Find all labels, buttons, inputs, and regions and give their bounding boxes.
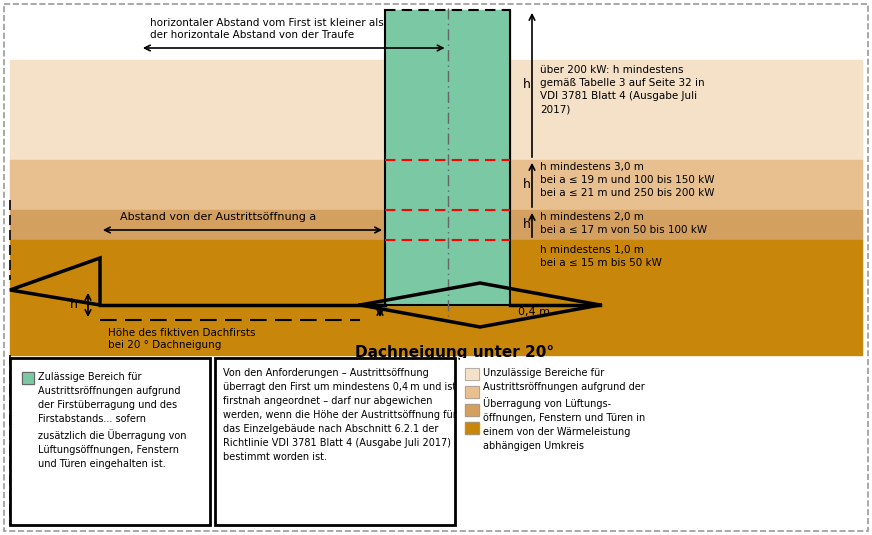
Bar [385, 10, 510, 305]
Bar [465, 404, 479, 416]
Bar [465, 422, 479, 434]
Bar [10, 240, 862, 355]
Bar [215, 358, 455, 525]
Text: h: h [523, 179, 531, 192]
Text: Dachneigung unter 20°: Dachneigung unter 20° [355, 345, 554, 360]
Text: horizontaler Abstand vom First ist kleiner als
der horizontale Abstand von der T: horizontaler Abstand vom First ist klein… [150, 18, 384, 40]
Text: h: h [523, 79, 531, 91]
Text: h mindestens 1,0 m
bei a ≤ 15 m bis 50 kW: h mindestens 1,0 m bei a ≤ 15 m bis 50 k… [540, 245, 662, 268]
Bar [10, 160, 862, 210]
Text: über 200 kW: h mindestens
gemäß Tabelle 3 auf Seite 32 in
VDI 3781 Blatt 4 (Ausg: über 200 kW: h mindestens gemäß Tabelle … [540, 65, 705, 114]
Text: h mindestens 3,0 m
bei a ≤ 19 m und 100 bis 150 kW
bei a ≤ 21 m und 250 bis 200 : h mindestens 3,0 m bei a ≤ 19 m und 100 … [540, 162, 714, 198]
Text: 0,4 m: 0,4 m [518, 307, 550, 317]
Bar [10, 60, 862, 160]
Bar [22, 372, 34, 384]
Bar [465, 386, 479, 398]
Text: h: h [70, 299, 78, 311]
Bar [10, 10, 862, 60]
Text: h: h [523, 218, 531, 232]
Bar [465, 404, 479, 416]
Bar [465, 422, 479, 434]
Text: Unzulässige Bereiche für
Austrittsröffnungen aufgrund der
Überragung von Lüftung: Unzulässige Bereiche für Austrittsröffnu… [483, 368, 645, 451]
Bar [10, 358, 210, 525]
Text: Zulässige Bereich für
Austrittsröffnungen aufgrund
der Firstüberragung und des
F: Zulässige Bereich für Austrittsröffnunge… [38, 372, 187, 469]
Bar [460, 358, 860, 525]
Bar [465, 368, 479, 380]
Text: Von den Anforderungen – Austrittsöffnung
überragt den First um mindestens 0,4 m : Von den Anforderungen – Austrittsöffnung… [223, 368, 457, 462]
Bar [465, 368, 479, 380]
Text: Abstand von der Austrittsöffnung a: Abstand von der Austrittsöffnung a [120, 212, 317, 222]
Text: Höhe des fiktiven Dachfirsts
bei 20 ° Dachneigung: Höhe des fiktiven Dachfirsts bei 20 ° Da… [108, 328, 255, 349]
Bar [22, 372, 34, 384]
Text: h mindestens 2,0 m
bei a ≤ 17 m von 50 bis 100 kW: h mindestens 2,0 m bei a ≤ 17 m von 50 b… [540, 212, 707, 235]
Bar [10, 210, 862, 240]
Bar [465, 386, 479, 398]
